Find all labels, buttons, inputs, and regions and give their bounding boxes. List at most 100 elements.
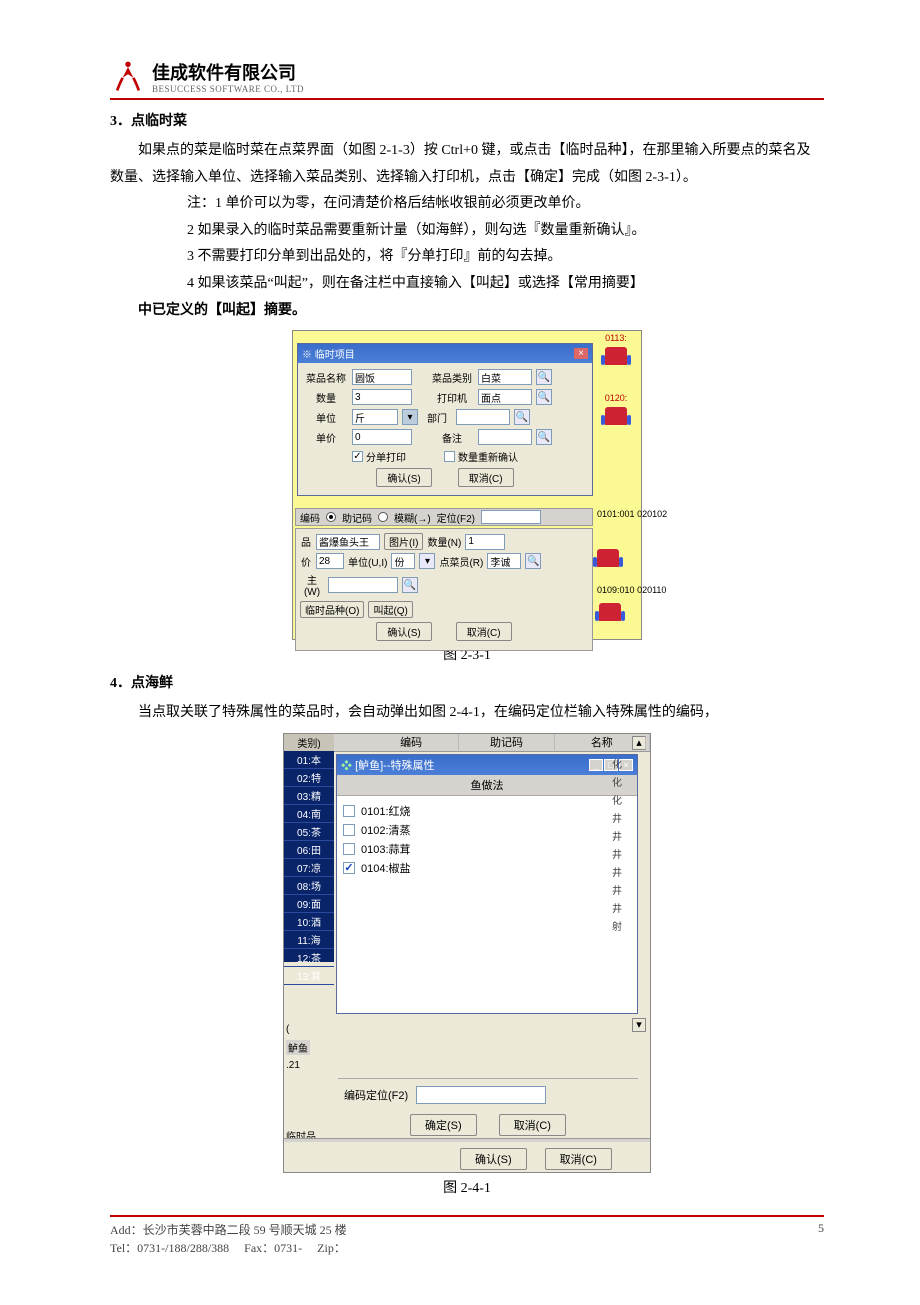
category-item[interactable]: 06:田	[284, 841, 334, 859]
category-item[interactable]: 03:精	[284, 787, 334, 805]
call-up-button[interactable]: 叫起(Q)	[368, 601, 412, 618]
checkbox-reconfirm-qty[interactable]: 数量重新确认	[444, 449, 518, 464]
input-unit2[interactable]	[391, 553, 415, 569]
right-char: 井	[602, 846, 632, 864]
seat-icon	[599, 603, 621, 621]
locate-input[interactable]	[416, 1086, 546, 1104]
input-dept[interactable]	[456, 409, 510, 425]
order-panel: 品 图片(I) 数量(N) 价 单位(U,I) ▾ 点菜员(R) 🔍	[295, 528, 593, 651]
section3-note1: 注：1 单价可以为零，在问清楚价格后结帐收银前必须更改单价。	[187, 191, 824, 218]
label-dish-name: 菜品名称	[304, 370, 348, 385]
category-list: 类别) 01:本02:特03:精04:南05:茶06:田07:凉08:场09:面…	[284, 734, 334, 962]
radio-fuzzy[interactable]	[378, 512, 388, 522]
category-item[interactable]: 09:面	[284, 895, 334, 913]
category-item[interactable]: 02:特	[284, 769, 334, 787]
seat-code-b: 0120:	[593, 393, 639, 403]
category-item[interactable]: 07:凉	[284, 859, 334, 877]
label-price: 单价	[304, 430, 348, 445]
category-item[interactable]: 01:本	[284, 751, 334, 769]
figure-2-4-1: 类别) 01:本02:特03:精04:南05:茶06:田07:凉08:场09:面…	[110, 733, 824, 1173]
input-item[interactable]	[316, 534, 380, 550]
dropdown-icon[interactable]: ▾	[419, 553, 435, 569]
minimize-icon[interactable]: _	[589, 759, 603, 771]
input-unit[interactable]	[352, 409, 398, 425]
group-header: 鱼做法	[337, 775, 637, 796]
right-char: 井	[602, 864, 632, 882]
category-item[interactable]: 08:场	[284, 877, 334, 895]
special-attr-dialog: ❖ [鲈鱼]--特殊属性 _ □ × 鱼做法 0101:红烧0102:清蒸010…	[336, 754, 638, 1014]
input-locate[interactable]	[481, 510, 541, 524]
ok-button-outer[interactable]: 确认(S)	[460, 1148, 527, 1170]
confirm-button[interactable]: 确认(S)	[376, 468, 431, 487]
lookup-icon[interactable]: 🔍	[402, 577, 418, 593]
right-char: 化	[602, 774, 632, 792]
lookup-icon[interactable]: 🔍	[514, 409, 530, 425]
column-headers: 编码 助记码 名称 ▴	[334, 734, 650, 752]
category-item[interactable]: 11:海	[284, 931, 334, 949]
lookup-icon[interactable]: 🔍	[536, 389, 552, 405]
checkbox-icon[interactable]	[343, 805, 355, 817]
confirm-button[interactable]: 确认(S)	[376, 622, 431, 641]
company-name-zh: 佳成软件有限公司	[152, 64, 304, 84]
temp-item-dialog: ※ 临时项目 × 菜品名称 菜品类别 🔍 数量	[297, 343, 593, 496]
category-item[interactable]: 05:茶	[284, 823, 334, 841]
lookup-icon[interactable]: 🔍	[536, 429, 552, 445]
seat-code-a: 0113:	[593, 333, 639, 343]
category-item[interactable]: 12:茶	[284, 949, 334, 967]
footer-fax: Fax：0731-	[244, 1241, 302, 1255]
company-logo-icon	[110, 58, 146, 94]
section3-note4: 4 如果该菜品“叫起”，则在备注栏中直接输入【叫起】或选择【常用摘要】	[187, 271, 824, 298]
input-category[interactable]	[478, 369, 532, 385]
input-price[interactable]	[352, 429, 412, 445]
input-printer[interactable]	[478, 389, 532, 405]
category-item[interactable]: 10:酒	[284, 913, 334, 931]
footer-address: Add：长沙市芙蓉中路二段 59 号顺天城 25 楼	[110, 1221, 347, 1239]
section3-heading: 3．点临时菜	[110, 110, 824, 130]
checkbox-icon[interactable]: ✓	[343, 862, 355, 874]
label-code: 编码	[300, 510, 320, 525]
input-chef[interactable]	[487, 553, 521, 569]
left-num-c: .21	[286, 1060, 300, 1071]
section3-paragraph: 如果点的菜是临时菜在点菜界面（如图 2-1-3）按 Ctrl+0 键，或点击【临…	[110, 138, 824, 191]
input-qty2[interactable]	[465, 534, 505, 550]
cancel-button[interactable]: 取消(C)	[456, 622, 512, 641]
cancel-button[interactable]: 取消(C)	[458, 468, 514, 487]
input-qty[interactable]	[352, 389, 412, 405]
section4-paragraph: 当点取关联了特殊属性的菜品时，会自动弹出如图 2-4-1，在编码定位栏输入特殊属…	[110, 700, 824, 727]
footer-zip: Zip：	[317, 1241, 346, 1255]
cook-option[interactable]: 0101:红烧	[343, 803, 631, 819]
figure-2-3-1: 0113: 0120: ※ 临时项目 × 菜品名称 菜品类别	[110, 330, 824, 640]
close-icon[interactable]: ×	[574, 348, 588, 359]
checkbox-split-print[interactable]: ✓分单打印	[352, 449, 406, 464]
label-unit: 单位	[304, 410, 348, 425]
temp-item-button[interactable]: 临时品种(O)	[300, 601, 364, 618]
scroll-up-icon[interactable]: ▴	[632, 736, 646, 750]
lookup-icon[interactable]: 🔍	[525, 553, 541, 569]
cook-option[interactable]: 0102:清蒸	[343, 822, 631, 838]
cook-option[interactable]: 0103:蒜茸	[343, 841, 631, 857]
scroll-down-icon[interactable]: ▾	[632, 1018, 646, 1032]
input-price2[interactable]	[316, 553, 344, 569]
dropdown-icon[interactable]: ▾	[402, 409, 418, 425]
checkbox-icon[interactable]	[343, 843, 355, 855]
cancel-button-inner[interactable]: 取消(C)	[499, 1114, 566, 1136]
right-char: 井	[602, 900, 632, 918]
cook-option[interactable]: ✓0104:椒盐	[343, 860, 631, 876]
seat-icon	[605, 347, 627, 365]
footer-tel: Tel：0731-/188/288/388	[110, 1241, 229, 1255]
checkbox-icon[interactable]	[343, 824, 355, 836]
cancel-button-outer[interactable]: 取消(C)	[545, 1148, 612, 1170]
section4-heading: 4．点海鲜	[110, 672, 824, 692]
category-item[interactable]: 13:其	[284, 967, 334, 985]
input-remark[interactable]	[478, 429, 532, 445]
lookup-icon[interactable]: 🔍	[536, 369, 552, 385]
page-footer: Add：长沙市芙蓉中路二段 59 号顺天城 25 楼 Tel：0731-/188…	[110, 1215, 824, 1257]
ok-button-inner[interactable]: 确定(S)	[410, 1114, 477, 1136]
picture-button[interactable]: 图片(I)	[384, 533, 423, 550]
left-char-a: (	[286, 1024, 289, 1035]
category-item[interactable]: 04:南	[284, 805, 334, 823]
right-char: 井	[602, 828, 632, 846]
radio-mnem[interactable]	[326, 512, 336, 522]
input-main[interactable]	[328, 577, 398, 593]
input-dish-name[interactable]	[352, 369, 412, 385]
